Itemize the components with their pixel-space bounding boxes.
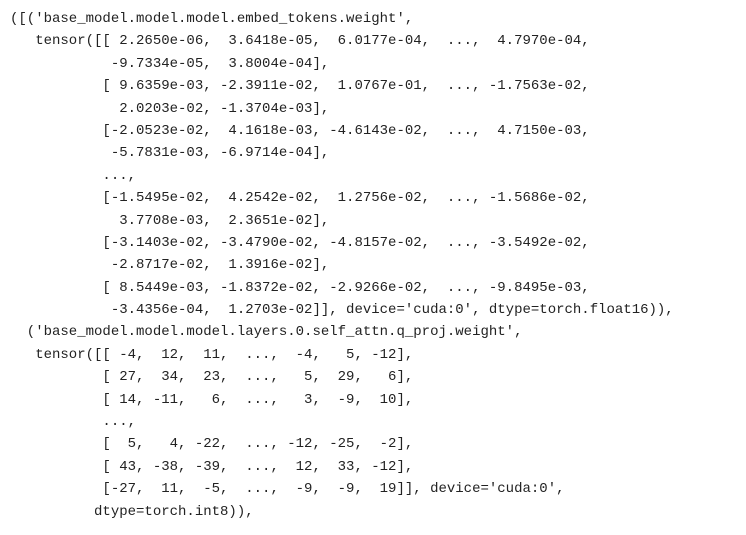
tensor-repr-output: ([('base_model.model.model.embed_tokens.… [0,0,746,531]
